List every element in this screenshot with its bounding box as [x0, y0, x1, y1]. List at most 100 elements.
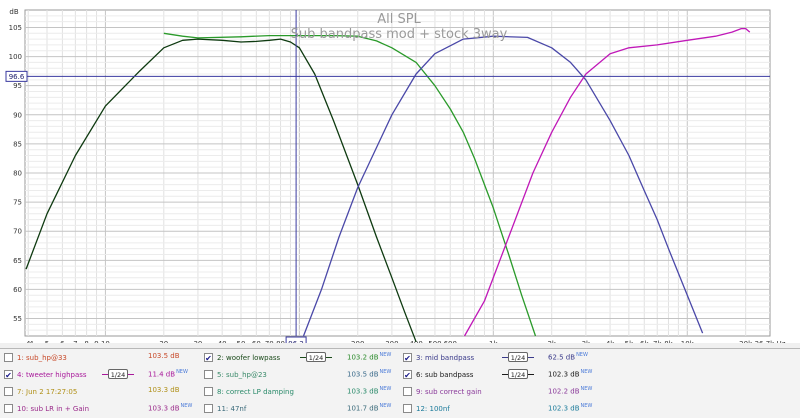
legend-entry[interactable]: 7: Jun 2 17:27:05	[4, 383, 77, 400]
legend-entry[interactable]: ✔ 6: sub bandpass	[403, 366, 473, 383]
trace-checkbox[interactable]	[204, 370, 213, 379]
x-tick-label: 9	[94, 340, 98, 343]
trace-label: 7: Jun 2 17:27:05	[17, 387, 78, 396]
y-tick-label: 100	[9, 53, 22, 61]
trace-label: 10: sub LR in + Gain	[17, 404, 90, 413]
trace-checkbox[interactable]	[204, 404, 213, 413]
trace-checkbox[interactable]	[4, 387, 13, 396]
y-tick-label: 105	[9, 24, 22, 32]
chart-subtitle: Sub bandpass mod + stock 3way	[291, 27, 508, 42]
x-tick-label: 600	[444, 340, 457, 343]
trace-level-value: 11.4 dBNEW	[148, 369, 188, 378]
legend-entry[interactable]: ✔ 4: tweeter highpass	[4, 366, 87, 383]
spl-chart-svg[interactable]: 105100959085807570656055dB44567891020304…	[0, 0, 800, 349]
x-tick-label: 4	[29, 340, 34, 343]
x-tick-label: 500	[428, 340, 441, 343]
trace-label: 5: sub_hp@23	[217, 370, 267, 379]
legend-entry[interactable]: 8: correct LP damping	[204, 383, 294, 400]
trace-level-text: 102.3 dB	[548, 370, 580, 379]
y-tick-label: 70	[13, 228, 22, 236]
trace-level-value: 62.5 dBNEW	[548, 352, 588, 361]
x-tick-label: 5k	[625, 340, 634, 343]
x-tick-label: 1k	[489, 340, 498, 343]
new-badge: NEW	[580, 386, 593, 392]
x-tick-label: 3k	[582, 340, 591, 343]
y-axis-label: dB	[9, 8, 18, 16]
x-tick-label: 5	[45, 340, 49, 343]
x-tick-label: 10	[101, 340, 110, 343]
trace-label: 11: 47nf	[217, 404, 247, 413]
trace-checkbox[interactable]: ✔	[4, 370, 13, 380]
y-tick-label: 60	[13, 286, 22, 294]
x-tick-label: 8k	[664, 340, 673, 343]
x-tick-label: 60	[252, 340, 261, 343]
legend-entry[interactable]: 11: 47nf	[204, 400, 246, 417]
new-badge: NEW	[379, 352, 392, 358]
series-line-2	[163, 32, 537, 337]
trace-level-value: 103.3 dBNEW	[148, 403, 192, 412]
trace-level-text: 103.3 dB	[347, 387, 379, 396]
trace-checkbox[interactable]	[403, 387, 412, 396]
smoothing-button[interactable]: 1/24	[508, 352, 528, 362]
trace-level-value: 103.5 dB	[148, 352, 180, 360]
trace-level-text: 102.2 dB	[548, 387, 580, 396]
legend-entry[interactable]: 1: sub_hp@33	[4, 349, 67, 366]
legend-entry[interactable]: ✔ 2: woofer lowpass	[204, 349, 280, 366]
new-badge: NEW	[580, 403, 593, 409]
legend-entry[interactable]: 12: 100nf	[403, 400, 450, 417]
y-tick-label: 55	[13, 315, 22, 323]
y-tick-label: 85	[13, 140, 22, 148]
legend-entry[interactable]: ✔ 3: mid bandpass	[403, 349, 474, 366]
trace-checkbox[interactable]	[4, 353, 13, 362]
trace-level-text: 103.3 dB	[148, 386, 180, 394]
trace-level-value: 102.3 dBNEW	[548, 369, 592, 378]
trace-level-text: 103.5 dB	[347, 370, 379, 379]
trace-checkbox[interactable]: ✔	[204, 353, 213, 363]
series-line-1	[25, 38, 417, 343]
x-tick-label: 20k	[739, 340, 753, 343]
trace-label: 9: sub correct gain	[416, 387, 482, 396]
new-badge: NEW	[580, 369, 593, 375]
trace-level-text: 11.4 dB	[148, 370, 176, 379]
new-badge: NEW	[379, 386, 392, 392]
trace-checkbox[interactable]	[4, 404, 13, 413]
trace-level-text: 62.5 dB	[548, 353, 576, 362]
legend-entry[interactable]: 9: sub correct gain	[403, 383, 482, 400]
smoothing-button[interactable]: 1/24	[306, 352, 326, 362]
trace-level-text: 103.2 dB	[347, 353, 379, 362]
x-tick-label: 50	[237, 340, 246, 343]
x-tick-label: 70	[265, 340, 274, 343]
y-tick-label: 95	[13, 82, 22, 90]
x-tick-label: 8	[84, 340, 88, 343]
trace-checkbox[interactable]: ✔	[403, 370, 412, 380]
series-line-3	[302, 35, 704, 337]
x-tick-label: 2k	[547, 340, 556, 343]
trace-level-value: 103.5 dBNEW	[347, 369, 391, 378]
trace-checkbox[interactable]: ✔	[403, 353, 412, 363]
trace-label: 2: woofer lowpass	[217, 353, 281, 362]
x-tick-label: 26.7k Hz	[755, 340, 786, 343]
legend-entry[interactable]: 5: sub_hp@23	[204, 366, 267, 383]
cursor-y-readout: 96.6	[9, 73, 25, 81]
trace-label: 6: sub bandpass	[416, 370, 474, 379]
minor-gridlines	[25, 10, 770, 336]
x-tick-label: 4k	[606, 340, 615, 343]
x-tick-label: 6	[60, 340, 65, 343]
smoothing-button[interactable]: 1/24	[508, 369, 528, 379]
x-tick-label: 200	[351, 340, 364, 343]
trace-level-value: 103.3 dB	[148, 386, 180, 394]
spl-chart[interactable]: 105100959085807570656055dB44567891020304…	[0, 0, 800, 349]
trace-label: 1: sub_hp@33	[17, 353, 67, 362]
new-badge: NEW	[379, 403, 392, 409]
x-tick-label: 30	[193, 340, 202, 343]
trace-level-value: 103.3 dBNEW	[347, 386, 391, 395]
new-badge: NEW	[176, 369, 188, 375]
y-tick-label: 75	[13, 199, 22, 207]
series-line-4	[463, 27, 751, 337]
smoothing-button[interactable]: 1/24	[108, 369, 128, 379]
new-badge: NEW	[576, 352, 588, 358]
trace-checkbox[interactable]	[204, 387, 213, 396]
chart-title: All SPL	[377, 12, 421, 27]
legend-entry[interactable]: 10: sub LR in + Gain	[4, 400, 89, 417]
trace-checkbox[interactable]	[403, 404, 412, 413]
